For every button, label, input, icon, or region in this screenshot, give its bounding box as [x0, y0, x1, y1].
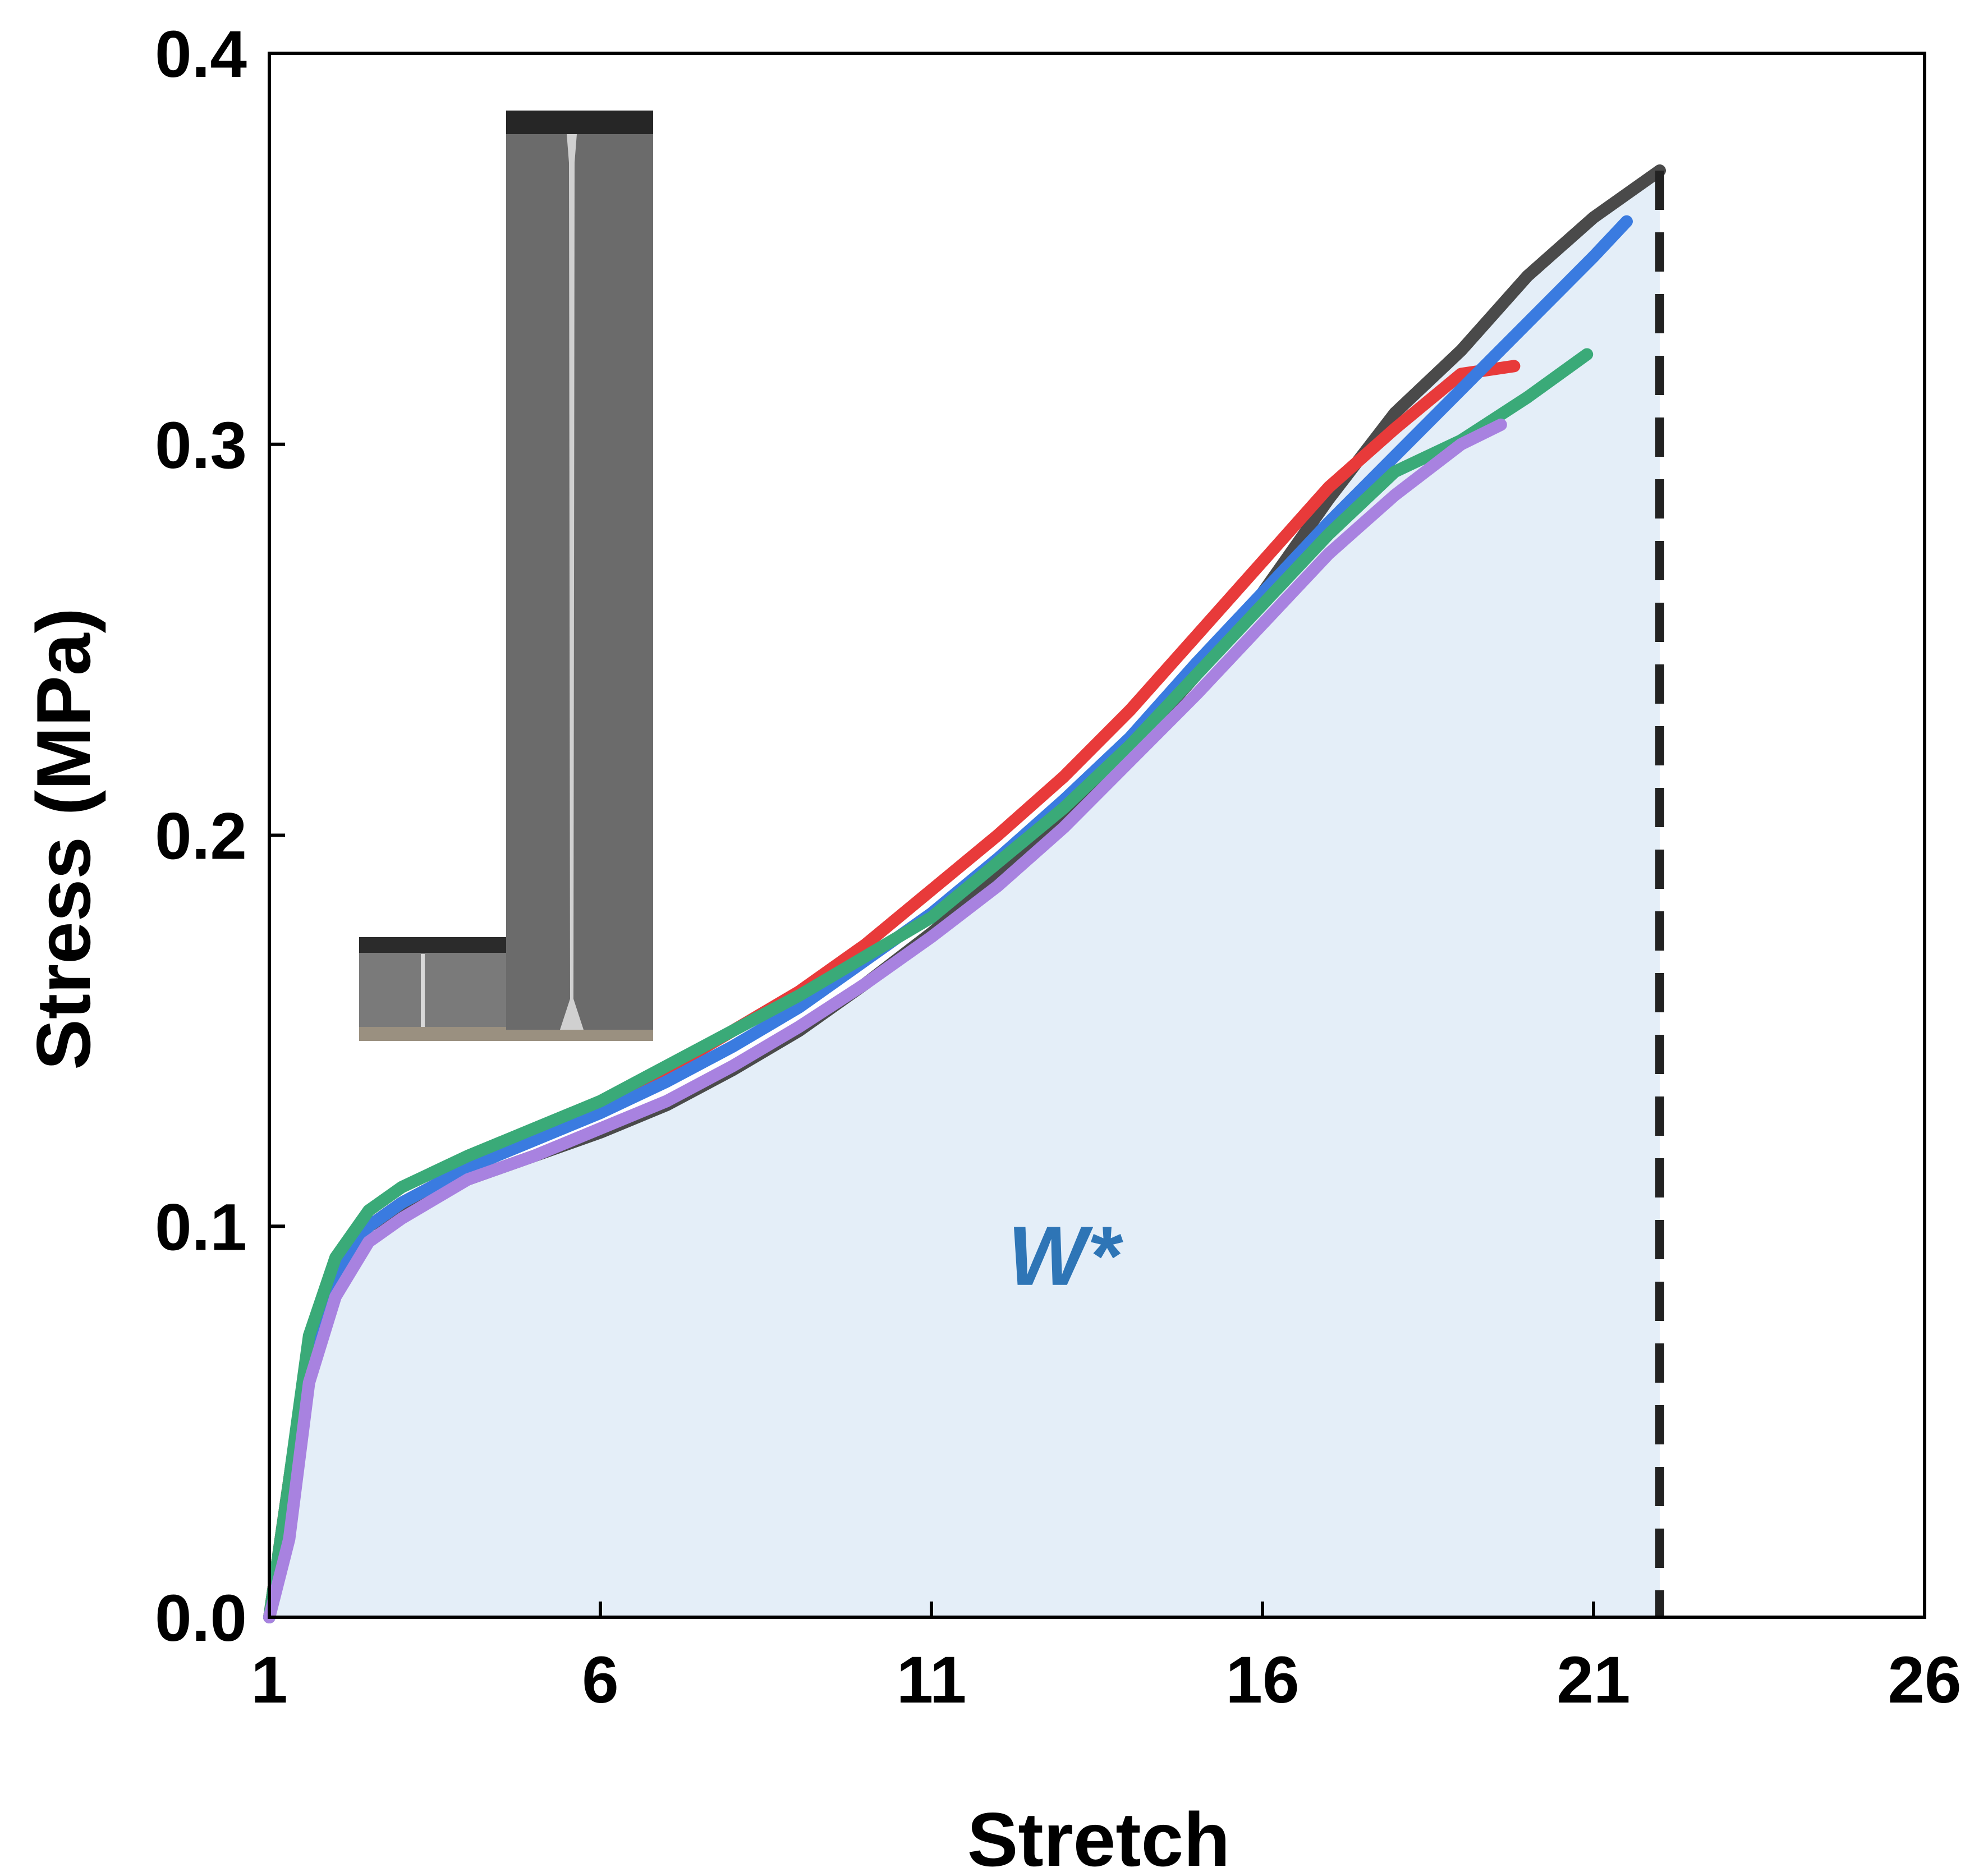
inset-photo-left-panel-top	[359, 937, 506, 953]
y-tick-label: 0.0	[155, 1581, 247, 1655]
y-tick-label: 0.3	[155, 409, 247, 483]
series-layer	[263, 164, 1666, 1623]
x-axis: 1 6 11 16 21 26	[251, 1602, 1962, 1717]
x-tick-label: 26	[1888, 1643, 1961, 1717]
inset-photo	[359, 111, 653, 1041]
inset-photo-right-panel-bottom	[506, 1030, 653, 1041]
y-tick-label: 0.2	[155, 800, 247, 874]
x-tick-label: 6	[582, 1643, 619, 1717]
inset-photo-right-panel-top	[506, 111, 653, 134]
inset-photo-right-panel	[506, 111, 653, 1041]
annotation-w-star: W*	[1008, 1209, 1124, 1303]
series-line-5	[263, 418, 1507, 1623]
inset-photo-left-panel-bottom	[359, 1027, 506, 1041]
x-tick-label: 16	[1225, 1643, 1299, 1717]
inset-photo-right-sample	[560, 134, 584, 1030]
x-tick-label: 21	[1557, 1643, 1630, 1717]
y-tick-label: 0.1	[155, 1190, 247, 1264]
inset-photo-left-panel	[359, 937, 506, 1041]
x-tick-label: 11	[897, 1643, 967, 1717]
y-axis-title: Stress (MPa)	[21, 608, 106, 1070]
inset-photo-left-sample	[421, 954, 425, 1027]
y-axis: 0.0 0.1 0.2 0.3 0.4	[155, 17, 285, 1655]
x-tick-label: 1	[251, 1643, 288, 1717]
y-tick-label: 0.4	[155, 17, 247, 91]
x-axis-title: Stretch	[967, 1797, 1231, 1872]
series-line-4	[263, 348, 1594, 1623]
